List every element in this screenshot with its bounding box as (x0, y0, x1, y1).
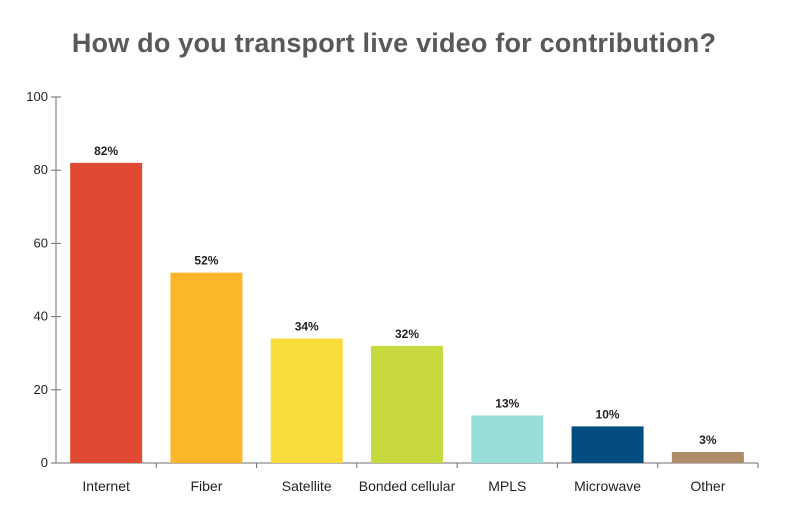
data-label: 34% (295, 320, 319, 334)
bar-other (671, 452, 744, 463)
y-tick-label: 80 (34, 162, 48, 177)
bar-microwave (571, 426, 644, 463)
y-tick-label: 0 (41, 455, 48, 470)
y-tick-label: 60 (34, 235, 48, 250)
category-label: Satellite (282, 478, 332, 494)
data-label: 32% (395, 327, 419, 341)
data-label: 52% (194, 254, 218, 268)
bar-satellite (270, 338, 343, 463)
data-label: 10% (596, 407, 620, 421)
data-label: 3% (699, 433, 717, 447)
category-label: Other (690, 478, 725, 494)
bar-bonded-cellular (371, 345, 443, 463)
bar-internet (70, 162, 143, 463)
category-label: Fiber (190, 478, 222, 494)
category-label: MPLS (488, 478, 526, 494)
y-tick-label: 20 (34, 382, 48, 397)
chart-title: How do you transport live video for cont… (71, 28, 717, 58)
y-tick-label: 100 (26, 89, 48, 104)
y-tick-label: 40 (34, 309, 48, 324)
data-label: 13% (495, 396, 519, 410)
bar-fiber (170, 272, 243, 463)
data-label: 82% (94, 144, 118, 158)
category-label: Microwave (574, 478, 641, 494)
bar-mpls (471, 415, 544, 463)
category-label: Bonded cellular (359, 478, 456, 494)
category-label: Internet (82, 478, 130, 494)
